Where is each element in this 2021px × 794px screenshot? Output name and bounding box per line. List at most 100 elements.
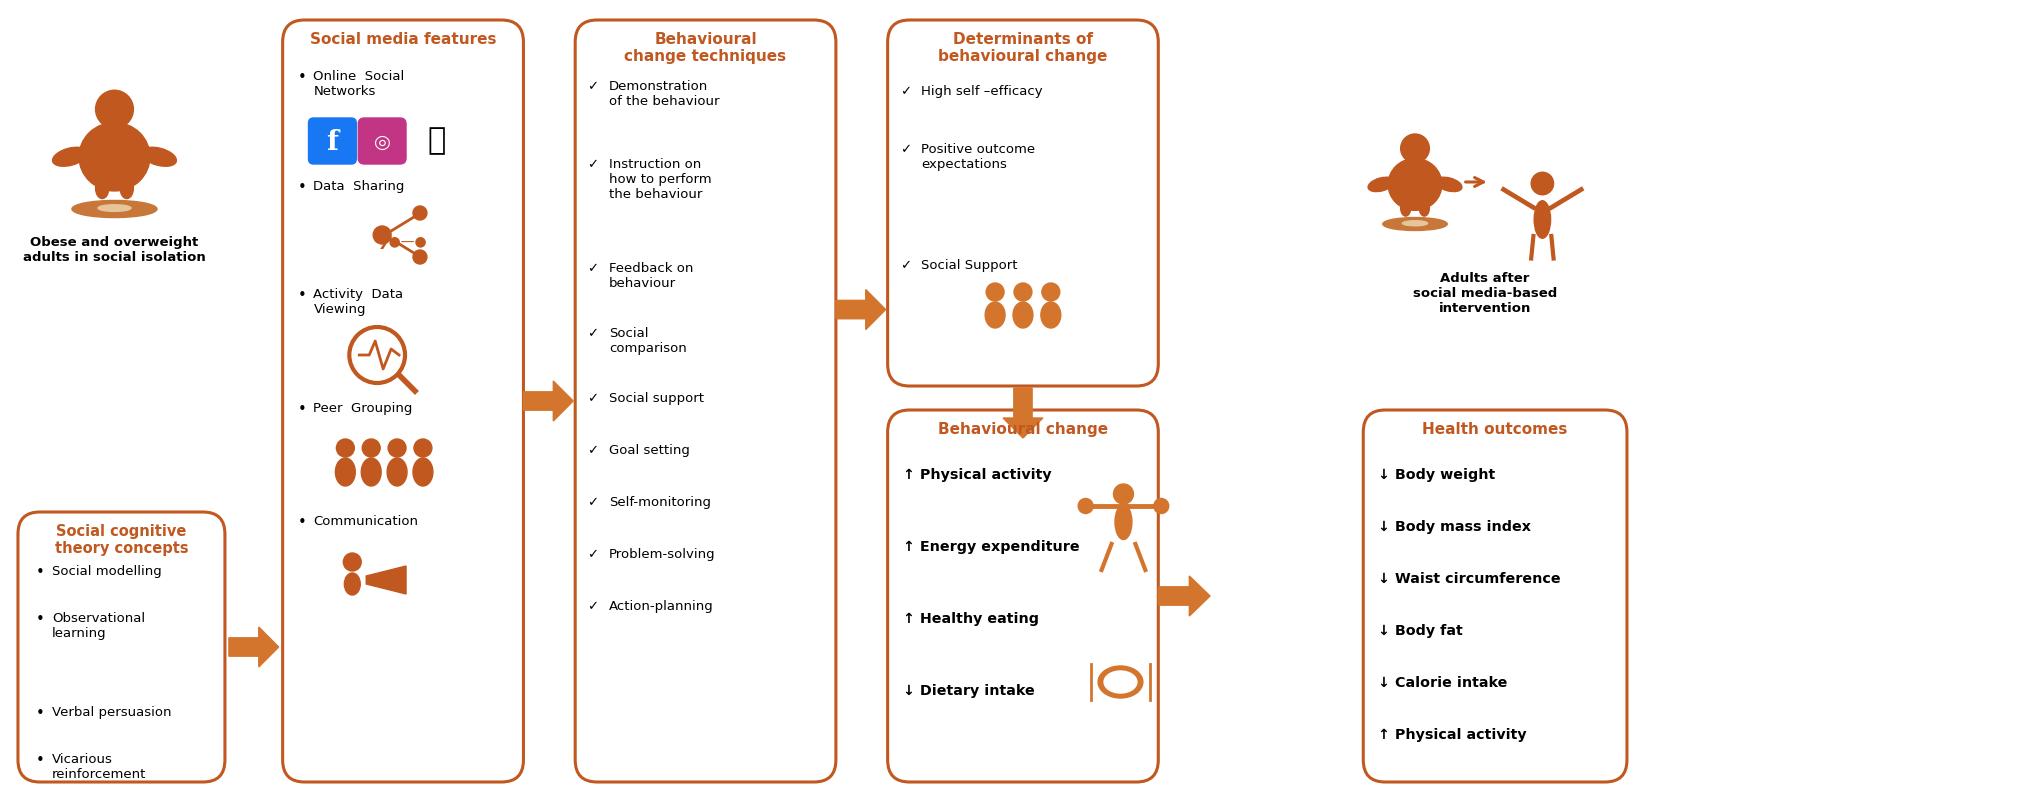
Ellipse shape <box>1403 221 1427 225</box>
Circle shape <box>1154 499 1168 514</box>
Ellipse shape <box>1041 302 1061 328</box>
Polygon shape <box>366 566 406 594</box>
Text: ✓: ✓ <box>588 444 598 457</box>
Text: Peer  Grouping: Peer Grouping <box>313 402 412 415</box>
Circle shape <box>95 91 133 129</box>
Circle shape <box>986 283 1004 301</box>
Text: Observational
learning: Observational learning <box>53 612 146 640</box>
Text: ↓ Calorie intake: ↓ Calorie intake <box>1378 676 1508 690</box>
FancyBboxPatch shape <box>887 410 1158 782</box>
Text: ✓: ✓ <box>588 80 598 93</box>
Ellipse shape <box>412 458 432 486</box>
Text: •: • <box>297 288 307 303</box>
Text: Determinants of
behavioural change: Determinants of behavioural change <box>938 32 1108 64</box>
Circle shape <box>335 439 354 457</box>
Ellipse shape <box>79 122 150 191</box>
Ellipse shape <box>95 178 109 198</box>
Text: ↑ Energy expenditure: ↑ Energy expenditure <box>903 540 1079 554</box>
Circle shape <box>412 250 426 264</box>
Text: ✓: ✓ <box>588 392 598 405</box>
Ellipse shape <box>1419 200 1429 216</box>
Polygon shape <box>523 381 574 421</box>
Circle shape <box>362 439 380 457</box>
Ellipse shape <box>97 205 131 211</box>
Text: Demonstration
of the behaviour: Demonstration of the behaviour <box>608 80 719 108</box>
Ellipse shape <box>984 302 1004 328</box>
Text: ✓: ✓ <box>899 85 911 98</box>
Text: Instruction on
how to perform
the behaviour: Instruction on how to perform the behavi… <box>608 158 711 201</box>
Ellipse shape <box>73 200 158 218</box>
Ellipse shape <box>388 458 406 486</box>
FancyBboxPatch shape <box>358 118 406 164</box>
Text: •: • <box>297 515 307 530</box>
Text: ✓: ✓ <box>588 327 598 340</box>
Ellipse shape <box>1368 177 1394 191</box>
Text: ✓: ✓ <box>588 158 598 171</box>
Text: Adults after
social media-based
intervention: Adults after social media-based interven… <box>1413 272 1556 315</box>
Ellipse shape <box>1435 177 1461 191</box>
Text: •: • <box>297 402 307 417</box>
Text: ✓: ✓ <box>899 259 911 272</box>
Text: Goal setting: Goal setting <box>608 444 689 457</box>
Text: ✓: ✓ <box>588 262 598 275</box>
Text: •: • <box>36 565 44 580</box>
FancyBboxPatch shape <box>1364 410 1627 782</box>
Polygon shape <box>1158 576 1211 616</box>
Ellipse shape <box>141 147 176 166</box>
Text: Social
comparison: Social comparison <box>608 327 687 355</box>
FancyBboxPatch shape <box>18 512 224 782</box>
Text: Self-monitoring: Self-monitoring <box>608 496 711 509</box>
Polygon shape <box>228 627 279 667</box>
Text: ↓ Dietary intake: ↓ Dietary intake <box>903 684 1035 698</box>
Text: Social cognitive
theory concepts: Social cognitive theory concepts <box>55 524 188 557</box>
Circle shape <box>352 329 402 381</box>
Text: Action-planning: Action-planning <box>608 600 713 613</box>
Text: ✓: ✓ <box>899 143 911 156</box>
Text: ↓ Body mass index: ↓ Body mass index <box>1378 520 1532 534</box>
Text: Online  Social
Networks: Online Social Networks <box>313 70 404 98</box>
Text: Social modelling: Social modelling <box>53 565 162 578</box>
Text: Health outcomes: Health outcomes <box>1423 422 1568 437</box>
Text: ↑ Healthy eating: ↑ Healthy eating <box>903 612 1039 626</box>
Text: ✓: ✓ <box>588 496 598 509</box>
Ellipse shape <box>1103 671 1138 693</box>
Text: 🐦: 🐦 <box>428 126 447 156</box>
Text: ◎: ◎ <box>374 133 390 152</box>
Circle shape <box>1015 283 1033 301</box>
FancyBboxPatch shape <box>576 20 837 782</box>
Text: Data  Sharing: Data Sharing <box>313 180 404 193</box>
Circle shape <box>344 553 362 571</box>
FancyBboxPatch shape <box>887 20 1158 386</box>
Circle shape <box>1043 283 1059 301</box>
Text: High self –efficacy: High self –efficacy <box>922 85 1043 98</box>
FancyBboxPatch shape <box>283 20 523 782</box>
Text: ✓: ✓ <box>588 548 598 561</box>
Text: Social support: Social support <box>608 392 703 405</box>
Text: f: f <box>327 129 338 156</box>
Circle shape <box>1077 499 1093 514</box>
Ellipse shape <box>362 458 382 486</box>
Ellipse shape <box>119 178 133 198</box>
Text: Communication: Communication <box>313 515 418 528</box>
Text: Obese and overweight
adults in social isolation: Obese and overweight adults in social is… <box>22 236 206 264</box>
Text: ↓ Body weight: ↓ Body weight <box>1378 468 1496 482</box>
Ellipse shape <box>1382 218 1447 230</box>
Text: Feedback on
behaviour: Feedback on behaviour <box>608 262 693 290</box>
Ellipse shape <box>53 147 87 166</box>
Text: •: • <box>297 70 307 85</box>
Text: Social Support: Social Support <box>922 259 1019 272</box>
Text: Verbal persuasion: Verbal persuasion <box>53 706 172 719</box>
Text: ↑ Physical activity: ↑ Physical activity <box>903 468 1051 482</box>
Text: Social media features: Social media features <box>309 32 497 47</box>
Ellipse shape <box>335 458 356 486</box>
Text: •: • <box>297 180 307 195</box>
Circle shape <box>1401 134 1429 163</box>
Text: Behavioural
change techniques: Behavioural change techniques <box>624 32 786 64</box>
Circle shape <box>388 439 406 457</box>
Ellipse shape <box>344 573 360 595</box>
Polygon shape <box>1002 388 1043 438</box>
Text: Problem-solving: Problem-solving <box>608 548 715 561</box>
Text: ↓ Waist circumference: ↓ Waist circumference <box>1378 572 1560 586</box>
Text: ❯●—●: ❯●—● <box>378 235 428 249</box>
Text: ↓ Body fat: ↓ Body fat <box>1378 624 1463 638</box>
